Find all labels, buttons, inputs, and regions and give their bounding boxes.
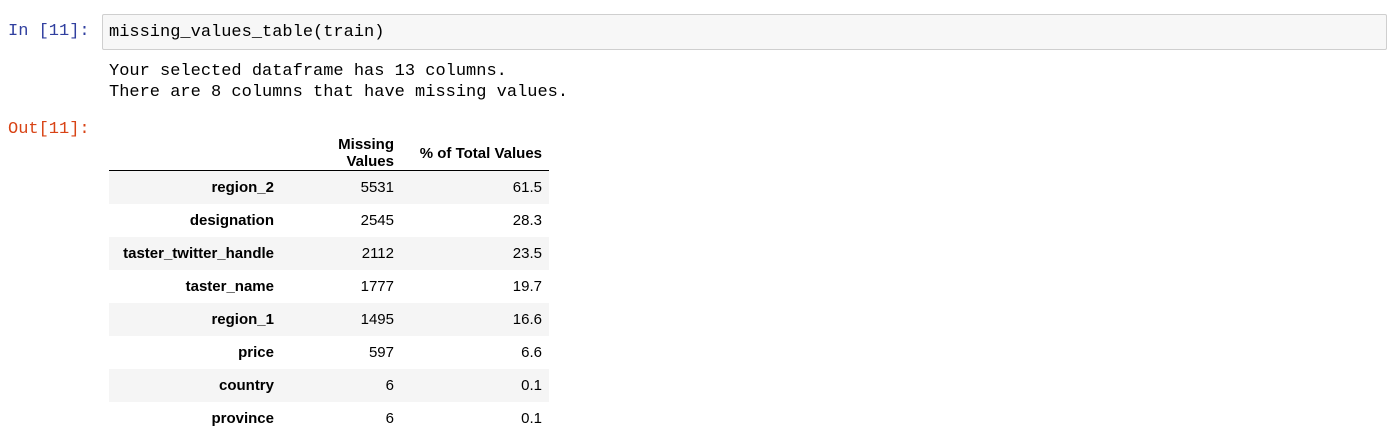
table-header-row: Missing Values % of Total Values — [109, 136, 549, 171]
table-row: province 6 0.1 — [109, 402, 549, 435]
percent-cell: 6.6 — [521, 343, 542, 361]
missing-values-header: Missing Values — [281, 136, 401, 171]
row-index: taster_twitter_handle — [123, 244, 274, 262]
table-row: country 6 0.1 — [109, 368, 549, 402]
code-text: missing_values_table(train) — [109, 23, 385, 42]
table-row: price 597 6.6 — [109, 336, 549, 369]
table-row: designation 2545 28.3 — [109, 204, 549, 237]
missing-values-cell: 6 — [385, 409, 394, 427]
row-index: country — [218, 376, 274, 394]
missing-values-cell: 1777 — [360, 277, 394, 295]
stdout-line: There are 8 columns that have missing va… — [109, 83, 569, 102]
missing-values-cell: 6 — [385, 376, 394, 394]
missing-values-cell: 2545 — [360, 211, 394, 229]
table-row: region_2 5531 61.5 — [109, 170, 549, 204]
percent-cell: 28.3 — [512, 211, 542, 229]
missing-values-cell: 1495 — [360, 310, 394, 328]
output-prompt: Out[11]: — [8, 120, 90, 139]
input-prompt: In [11]: — [8, 22, 90, 41]
percent-cell: 19.7 — [512, 277, 542, 295]
missing-values-cell: 597 — [368, 343, 394, 361]
row-index: province — [211, 409, 274, 427]
table-row: taster_twitter_handle 2112 23.5 — [109, 236, 549, 270]
stdout-output: Your selected dataframe has 13 columns. … — [109, 61, 568, 103]
dataframe-table: Missing Values % of Total Values region_… — [109, 136, 549, 435]
code-input[interactable]: missing_values_table(train) — [102, 14, 1387, 50]
table-row: region_1 1495 16.6 — [109, 302, 549, 336]
row-index: taster_name — [185, 277, 274, 295]
row-index: designation — [189, 211, 274, 229]
percent-cell: 16.6 — [512, 310, 542, 328]
row-index: region_1 — [211, 310, 274, 328]
percent-cell: 0.1 — [521, 376, 542, 394]
percent-total-header: % of Total Values — [401, 136, 549, 171]
table-row: taster_name 1777 19.7 — [109, 270, 549, 303]
missing-values-cell: 5531 — [360, 178, 394, 196]
percent-cell: 23.5 — [512, 244, 542, 262]
row-index: price — [238, 343, 274, 361]
index-header — [109, 136, 281, 171]
row-index: region_2 — [211, 178, 274, 196]
percent-cell: 0.1 — [521, 409, 542, 427]
stdout-line: Your selected dataframe has 13 columns. — [109, 62, 507, 81]
percent-cell: 61.5 — [512, 178, 542, 196]
missing-values-cell: 2112 — [361, 244, 394, 262]
